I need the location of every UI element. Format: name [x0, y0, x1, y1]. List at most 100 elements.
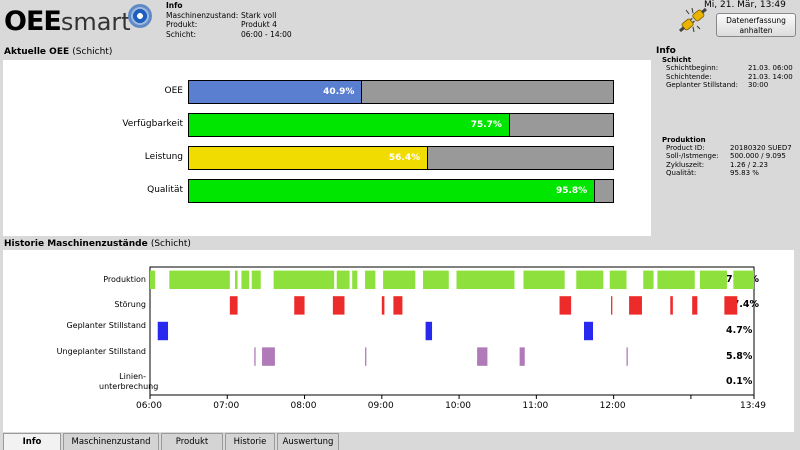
logo-light-text: smart: [60, 8, 131, 36]
info-key: Schicht:: [166, 29, 197, 39]
oee-bar-label: Leistung: [144, 152, 183, 162]
info-key: Maschinenzustand:: [166, 10, 239, 20]
history-segment: [352, 270, 358, 290]
shift-heading: Schicht: [662, 56, 692, 64]
history-tick-label: 08:00: [290, 401, 317, 411]
history-lane-percent: 17.4%: [726, 299, 759, 311]
production-row: Product ID: 20180320 SUED7: [654, 144, 800, 153]
history-segment: [381, 296, 385, 315]
datetime-display: Mi, 21. Mär, 13:49: [704, 0, 786, 10]
history-tick-label: 09:00: [367, 401, 394, 411]
history-title-text: Historie Maschinenzustände: [4, 239, 148, 249]
production-value: 1.26 / 2.23: [730, 160, 768, 169]
history-segment: [477, 347, 488, 366]
oee-bar-label: OEE: [164, 86, 183, 96]
oee-bar-value: 40.9%: [323, 87, 355, 97]
stop-recording-label-2: anhalten: [739, 26, 773, 35]
stop-recording-button[interactable]: Datenerfassung anhalten: [716, 13, 796, 37]
history-segment: [241, 270, 250, 290]
tab-auswertung[interactable]: Auswertung: [277, 433, 339, 450]
history-tick-label: 07:00: [213, 401, 240, 411]
history-segment: [584, 321, 594, 341]
oee-bar-value: 75.7%: [470, 120, 502, 130]
history-lane-label: Geplanter Stillstand: [66, 321, 146, 330]
history-lane-label: Ungeplanter Stillstand: [56, 346, 146, 356]
history-segment: [692, 296, 698, 315]
shift-row: Geplanter Stillstand: 30:00: [654, 81, 800, 90]
history-segment: [254, 347, 256, 366]
oee-bar-fill: [189, 81, 363, 103]
history-segment: [456, 270, 515, 290]
history-segment: [251, 270, 261, 290]
history-segment: [157, 321, 169, 341]
oee-bar-label: Qualität: [147, 185, 183, 195]
oee-bar-fill: [189, 180, 596, 202]
history-tick-label: 13:49: [740, 401, 766, 411]
history-segment: [365, 270, 376, 290]
history-segment: [576, 270, 604, 290]
history-segment: [229, 296, 238, 315]
history-segment: [332, 296, 345, 315]
tab-info[interactable]: Info: [3, 433, 61, 450]
history-segment: [670, 296, 673, 315]
history-segment: [629, 296, 642, 315]
production-key: Product ID:: [666, 143, 705, 152]
info-key: Produkt:: [166, 20, 198, 29]
shift-row: Schichtende: 21.03. 14:00: [654, 73, 800, 82]
history-tick-label: 06:00: [136, 401, 162, 411]
history-segment: [425, 321, 433, 341]
logo-bold-text: OEE: [4, 6, 62, 37]
header-info-row: Schicht: 06:00 - 14:00: [166, 30, 292, 40]
history-segment: [294, 296, 305, 315]
history-tick-label: 10:00: [445, 401, 472, 411]
oeesmart-logo: OEEsmart: [4, 6, 131, 37]
history-segment: [273, 270, 335, 290]
history-segment: [626, 347, 628, 366]
header-info-row: Maschinenzustand: Stark voll: [166, 11, 292, 21]
oee-bar-track: 95.8%: [188, 179, 614, 203]
oee-subtitle-text: (Schicht): [72, 47, 113, 57]
tab-bar: Info Maschinenzustand Produkt Historie Auswe…: [0, 433, 800, 450]
history-segment: [262, 347, 275, 366]
history-segment: [365, 347, 367, 366]
history-segment: [169, 270, 230, 290]
oee-bar-track: 40.9%: [188, 80, 614, 104]
oee-section-title: Aktuelle OEE (Schicht): [4, 47, 112, 57]
history-segment: [423, 270, 449, 290]
tab-historie[interactable]: Historie: [225, 433, 275, 450]
history-lane-label: Produktion: [103, 274, 146, 284]
production-value: 500.000 / 9.095: [730, 152, 786, 160]
shift-value: 21.03. 06:00: [748, 64, 793, 72]
shift-key: Schichtbeginn:: [666, 64, 719, 72]
history-timeline-chart: [149, 266, 755, 399]
header-info-title: Info: [166, 1, 183, 10]
tab-produkt[interactable]: Produkt: [161, 433, 223, 450]
shift-key: Geplanter Stillstand:: [666, 81, 738, 89]
history-segment: [383, 270, 416, 290]
oee-bar-track: 56.4%: [188, 146, 614, 170]
history-segment: [519, 347, 525, 366]
history-segment: [699, 270, 727, 290]
history-tick-label: 11:00: [522, 401, 549, 411]
production-heading: Produktion: [662, 135, 706, 144]
history-lane-label: Störung: [114, 300, 146, 310]
logo-disc-icon: [128, 4, 152, 28]
oee-bar-label: Verfügbarkeit: [122, 119, 183, 129]
history-subtitle-text: (Schicht): [150, 239, 191, 249]
history-segment: [336, 270, 350, 290]
production-key: Soll-/Istmenge:: [666, 152, 719, 160]
tab-maschinenzustand[interactable]: Maschinenzustand: [63, 433, 159, 450]
history-segment: [523, 270, 565, 290]
oee-bar-fill: [189, 147, 429, 169]
history-segment: [609, 270, 627, 290]
history-segment: [724, 296, 738, 315]
history-lane-percent: 0.1%: [726, 376, 753, 388]
oee-panel: OEE 40.9% Verfügbarkeit 75.7% Leistung 56.4% Q…: [3, 60, 651, 236]
history-lane-label: Linien-unterbrechung: [99, 372, 159, 392]
history-tick-label: 12:00: [599, 401, 626, 411]
production-key: Zykluszeit:: [666, 160, 705, 169]
history-segment: [657, 270, 695, 290]
production-row: Zykluszeit: 1.26 / 2.23: [654, 161, 800, 170]
history-section-title: Historie Maschinenzustände (Schicht): [4, 239, 191, 249]
